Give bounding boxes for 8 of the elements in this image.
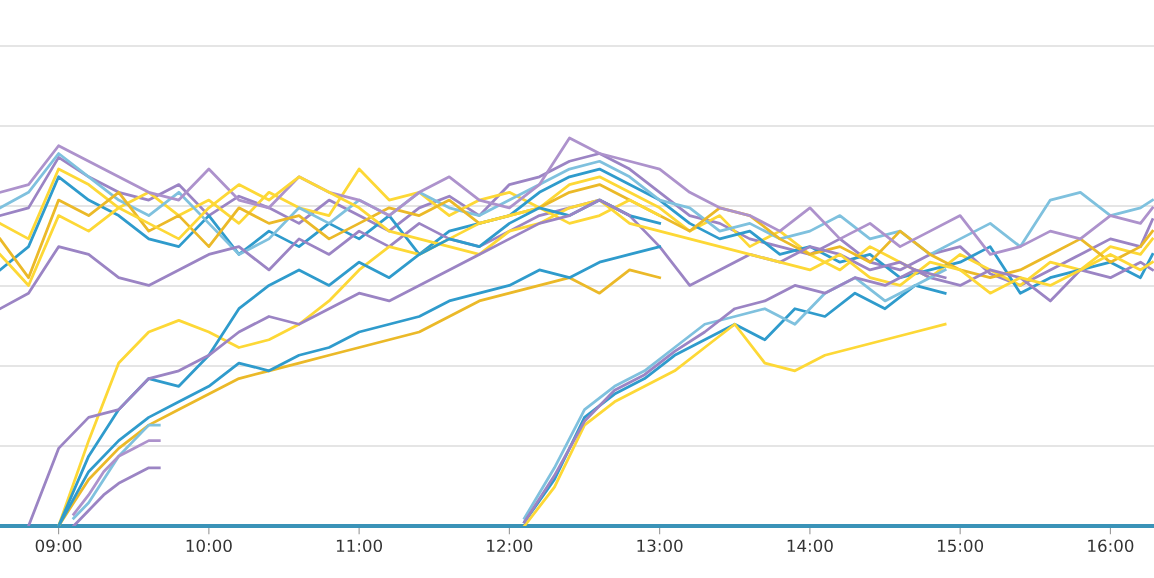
x-tick-label: 10:00 xyxy=(186,539,232,553)
x-tick-label: 14:00 xyxy=(787,539,833,553)
x-tick-label: 16:00 xyxy=(1088,539,1134,553)
x-tick-label: 15:00 xyxy=(937,539,984,553)
x-tick-label: 12:00 xyxy=(487,539,533,553)
x-tick-label: 13:00 xyxy=(637,539,683,553)
x-tick-label: 09:00 xyxy=(35,539,82,553)
x-tick-label: 11:00 xyxy=(336,539,383,553)
